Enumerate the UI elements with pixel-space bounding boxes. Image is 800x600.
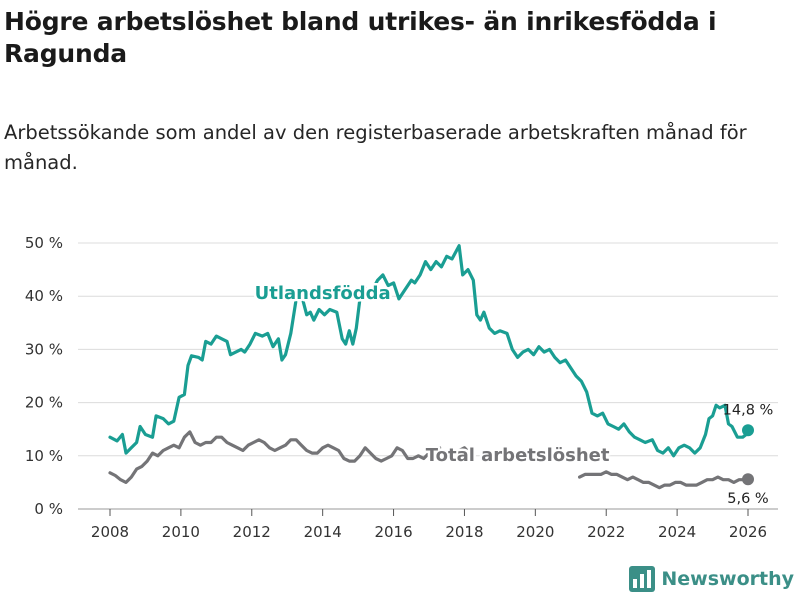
brand-name: Newsworthy	[661, 568, 794, 590]
bar-chart-logo-icon	[629, 566, 656, 592]
series-end-label: 14,8 %	[723, 402, 774, 418]
x-tick-label: 2014	[304, 523, 342, 541]
x-tick-label: 2026	[729, 523, 767, 541]
x-tick-label: 2012	[233, 523, 271, 541]
y-tick-label: 10 %	[25, 447, 63, 465]
y-tick-label: 50 %	[25, 234, 63, 252]
series-annotation: Utlandsfödda	[255, 283, 391, 304]
y-axis-ticks: 0 % 10 % 20 % 30 % 40 % 50 %	[25, 234, 63, 518]
y-tick-label: 20 %	[25, 394, 63, 412]
brand-logo: Newsworthy	[629, 566, 794, 592]
page-subtitle: Arbetssökande som andel av den registerb…	[4, 121, 747, 174]
page-title: Högre arbetslöshet bland utrikes- än inr…	[4, 7, 717, 68]
series-end-label: 5,6 %	[727, 491, 768, 507]
x-tick-label: 2020	[516, 523, 554, 541]
series-layer: 14,8 % 5,6 %	[108, 244, 774, 507]
annotation-layer: Utlandsfödda Total arbetslöshet	[252, 280, 612, 468]
x-tick-label: 2008	[91, 523, 129, 541]
y-tick-label: 0 %	[34, 500, 63, 518]
x-tick-label: 2022	[587, 523, 625, 541]
x-tick-label: 2024	[658, 523, 696, 541]
x-tick-label: 2016	[374, 523, 412, 541]
series-end-point	[742, 424, 754, 437]
y-tick-label: 30 %	[25, 340, 63, 358]
series-line-total	[108, 430, 750, 490]
series-line-utlandsfodda	[108, 244, 750, 458]
x-tick-label: 2010	[162, 523, 200, 541]
gridlines	[78, 242, 778, 510]
series-end-point	[742, 473, 754, 486]
x-axis: 2008 2010 2012 2014 2016 2018 2020 2022 2024 2026	[91, 509, 767, 541]
y-tick-label: 40 %	[25, 287, 63, 305]
series-annotation: Total arbetslöshet	[426, 445, 610, 466]
x-tick-label: 2018	[445, 523, 483, 541]
